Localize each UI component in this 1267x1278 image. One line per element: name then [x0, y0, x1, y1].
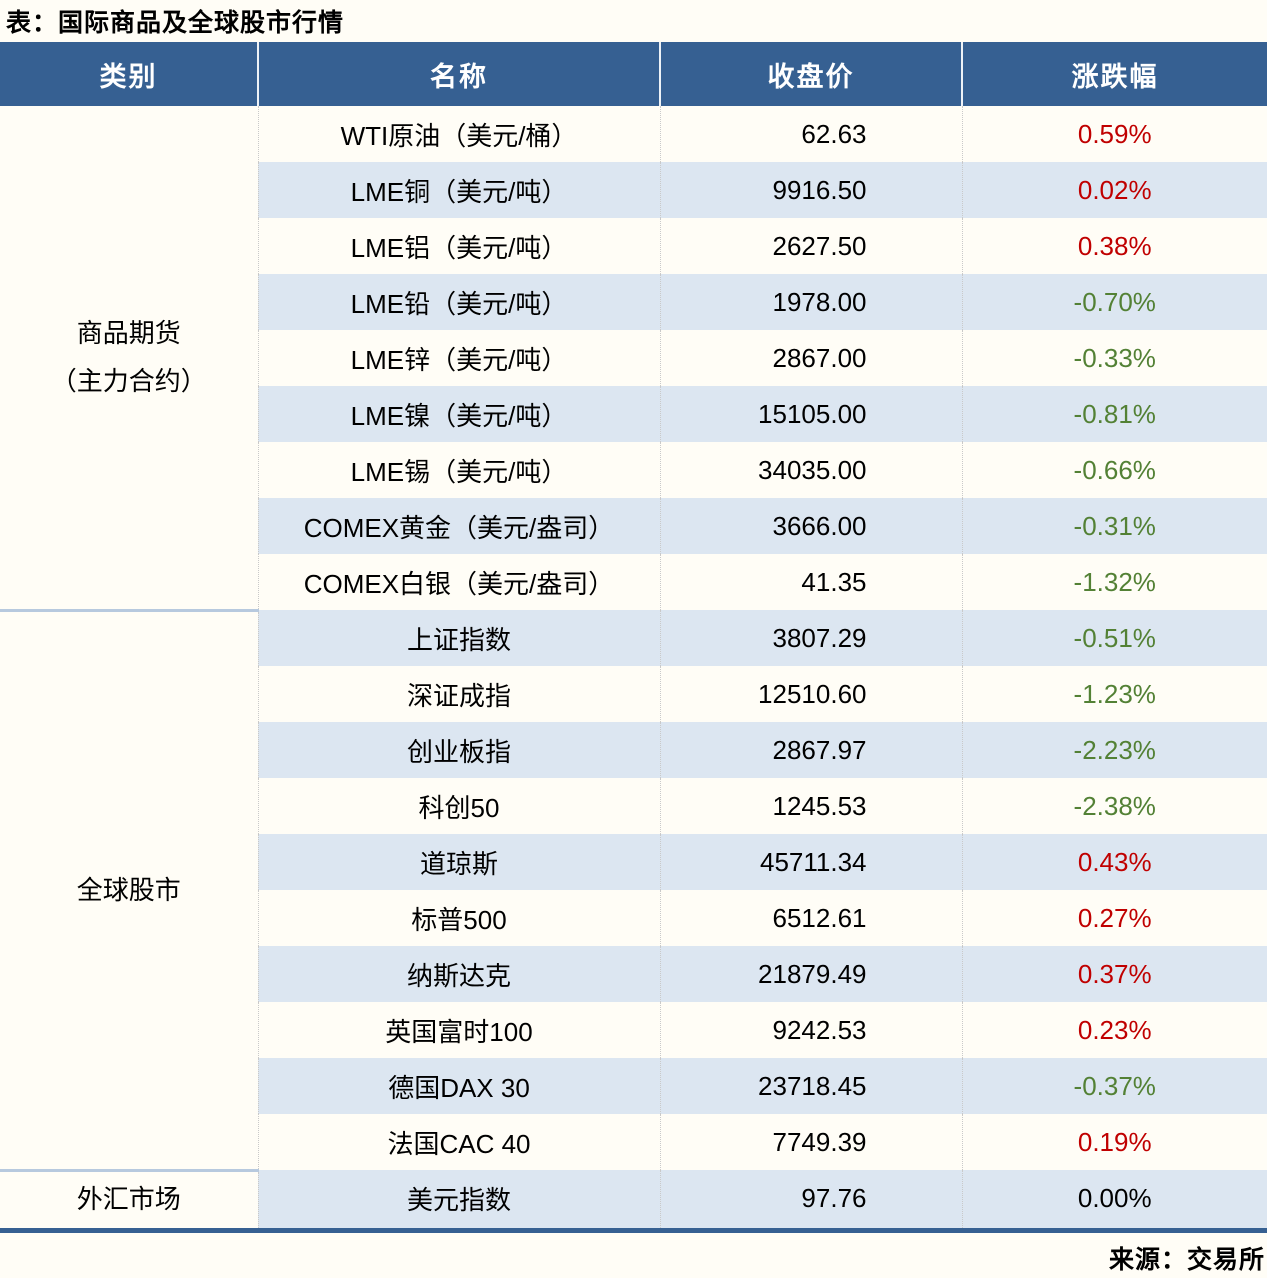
table-row: COMEX白银（美元/盎司） 41.35 -1.32%: [0, 554, 1267, 610]
name-cell: LME镍（美元/吨）: [257, 386, 660, 442]
close-price-cell: 12510.60: [659, 666, 962, 722]
close-price-cell: 23718.45: [659, 1058, 962, 1114]
change-percent-cell: -0.37%: [961, 1058, 1267, 1114]
table-row: 英国富时100 9242.53 0.23%: [0, 1002, 1267, 1058]
change-percent-cell: -0.51%: [961, 610, 1267, 666]
close-price-cell: 1245.53: [659, 778, 962, 834]
table-row: LME锌（美元/吨） 2867.00 -0.33%: [0, 330, 1267, 386]
close-price-cell: 41.35: [659, 554, 962, 610]
category-label: 全球股市: [76, 874, 181, 905]
change-percent-cell: 0.27%: [961, 890, 1267, 946]
close-price-cell: 45711.34: [659, 834, 962, 890]
table-row: 全球股市 上证指数 3807.29 -0.51%: [0, 608, 1267, 1170]
column-header-category: 类别: [0, 42, 258, 106]
category-label: （主力合约）: [50, 366, 207, 397]
change-percent-cell: -2.23%: [961, 722, 1267, 778]
category-cell: 全球股市: [0, 608, 258, 1170]
change-percent-cell: -0.81%: [961, 386, 1267, 442]
table-row: 深证成指 12510.60 -1.23%: [0, 666, 1267, 722]
name-cell: COMEX黄金（美元/盎司）: [257, 498, 660, 554]
column-header-close: 收盘价: [659, 42, 962, 106]
change-percent-cell: -1.32%: [961, 554, 1267, 610]
page-title: 表：国际商品及全球股市行情: [6, 9, 345, 37]
column-header-change: 涨跌幅: [961, 42, 1267, 106]
change-percent-cell: -0.31%: [961, 498, 1267, 554]
close-price-cell: 15105.00: [659, 386, 962, 442]
change-percent-cell: 0.02%: [961, 162, 1267, 218]
table-header: 类别 名称 收盘价 涨跌幅: [0, 42, 1267, 106]
close-price-cell: 9916.50: [659, 162, 962, 218]
header-row: 类别 名称 收盘价 涨跌幅: [0, 42, 1267, 106]
change-percent-cell: 0.43%: [961, 834, 1267, 890]
name-cell: LME铜（美元/吨）: [257, 162, 660, 218]
category-label: 外汇市场: [76, 1184, 181, 1215]
close-price-cell: 3666.00: [659, 498, 962, 554]
close-price-cell: 1978.00: [659, 274, 962, 330]
name-cell: 德国DAX 30: [257, 1058, 660, 1114]
change-percent-cell: -0.66%: [961, 442, 1267, 498]
change-percent-cell: 0.38%: [961, 218, 1267, 274]
name-cell: 上证指数: [257, 610, 660, 666]
category-cell: 外汇市场: [0, 1168, 258, 1228]
change-percent-cell: 0.00%: [961, 1170, 1267, 1228]
name-cell: LME锌（美元/吨）: [257, 330, 660, 386]
change-percent-cell: 0.19%: [961, 1114, 1267, 1170]
close-price-cell: 7749.39: [659, 1114, 962, 1170]
close-price-cell: 9242.53: [659, 1002, 962, 1058]
close-price-cell: 97.76: [659, 1170, 962, 1228]
table-row: 法国CAC 40 7749.39 0.19%: [0, 1114, 1267, 1170]
table-row: 标普500 6512.61 0.27%: [0, 890, 1267, 946]
table-bottom-rule: [0, 1227, 1267, 1233]
column-header-name: 名称: [257, 42, 660, 106]
table-row: 纳斯达克 21879.49 0.37%: [0, 946, 1267, 1002]
table-row: LME锡（美元/吨） 34035.00 -0.66%: [0, 442, 1267, 498]
change-percent-cell: -1.23%: [961, 666, 1267, 722]
close-price-cell: 6512.61: [659, 890, 962, 946]
name-cell: 创业板指: [257, 722, 660, 778]
source-note: 来源：交易所: [1108, 1245, 1265, 1274]
table-row: LME镍（美元/吨） 15105.00 -0.81%: [0, 386, 1267, 442]
table-row: 德国DAX 30 23718.45 -0.37%: [0, 1058, 1267, 1114]
name-cell: 标普500: [257, 890, 660, 946]
market-table: 类别 名称 收盘价 涨跌幅 商品期货 （主力合约） WTI原油（美元/桶） 62.63…: [0, 42, 1267, 1228]
name-cell: 道琼斯: [257, 834, 660, 890]
table-row: 商品期货 （主力合约） WTI原油（美元/桶） 62.63 0.59%: [0, 106, 1267, 396]
name-cell: 英国富时100: [257, 1002, 660, 1058]
change-percent-cell: -0.33%: [961, 330, 1267, 386]
table-row: LME铅（美元/吨） 1978.00 -0.70%: [0, 274, 1267, 330]
name-cell: COMEX白银（美元/盎司）: [257, 554, 660, 610]
name-cell: WTI原油（美元/桶）: [257, 106, 660, 162]
table-row: 科创50 1245.53 -2.38%: [0, 778, 1267, 834]
change-percent-cell: -0.70%: [961, 274, 1267, 330]
close-price-cell: 2867.97: [659, 722, 962, 778]
change-percent-cell: -2.38%: [961, 778, 1267, 834]
table-row: 创业板指 2867.97 -2.23%: [0, 722, 1267, 778]
close-price-cell: 2627.50: [659, 218, 962, 274]
table-row: 道琼斯 45711.34 0.43%: [0, 834, 1267, 890]
category-cell: 商品期货 （主力合约）: [0, 106, 258, 610]
change-percent-cell: 0.37%: [961, 946, 1267, 1002]
table-row: LME铝（美元/吨） 2627.50 0.38%: [0, 218, 1267, 274]
close-price-cell: 34035.00: [659, 442, 962, 498]
table-row: COMEX黄金（美元/盎司） 3666.00 -0.31%: [0, 498, 1267, 554]
table-row: 外汇市场 美元指数 97.76 0.00%: [0, 1168, 1267, 1228]
name-cell: LME锡（美元/吨）: [257, 442, 660, 498]
name-cell: 科创50: [257, 778, 660, 834]
name-cell: 美元指数: [257, 1170, 660, 1228]
close-price-cell: 21879.49: [659, 946, 962, 1002]
close-price-cell: 3807.29: [659, 610, 962, 666]
close-price-cell: 2867.00: [659, 330, 962, 386]
name-cell: 深证成指: [257, 666, 660, 722]
name-cell: LME铅（美元/吨）: [257, 274, 660, 330]
close-price-cell: 62.63: [659, 106, 962, 162]
change-percent-cell: 0.59%: [961, 106, 1267, 162]
change-percent-cell: 0.23%: [961, 1002, 1267, 1058]
table-body: 商品期货 （主力合约） WTI原油（美元/桶） 62.63 0.59% LME铜（美元/吨…: [0, 106, 1267, 1228]
name-cell: LME铝（美元/吨）: [257, 218, 660, 274]
table-row: LME铜（美元/吨） 9916.50 0.02%: [0, 162, 1267, 218]
name-cell: 纳斯达克: [257, 946, 660, 1002]
name-cell: 法国CAC 40: [257, 1114, 660, 1170]
category-label: 商品期货: [76, 318, 181, 349]
